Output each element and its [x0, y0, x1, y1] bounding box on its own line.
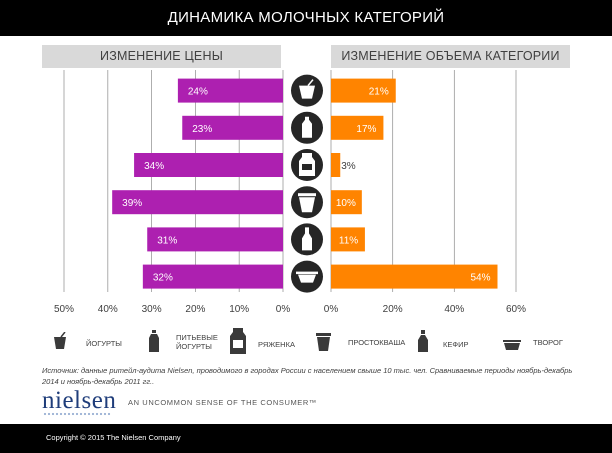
price-value-label: 34% — [144, 161, 164, 172]
tvorog-tub-icon — [503, 340, 521, 350]
legend-label: ТВОРОГ — [533, 338, 563, 347]
price-bar — [182, 115, 283, 140]
volume-section-label: ИЗМЕНЕНИЕ ОБЪЕМА КАТЕГОРИИ — [331, 45, 570, 68]
volume-tick-label: 60% — [506, 304, 526, 315]
price-tick-label: 10% — [229, 304, 249, 315]
price-tick-label: 50% — [54, 304, 74, 315]
price-bar — [134, 153, 283, 177]
prostokvasha-cup-icon — [316, 333, 331, 351]
ryazhenka-label-icon — [302, 164, 312, 170]
price-tick-label: 0% — [276, 304, 291, 315]
page-title: ДИНАМИКА МОЛОЧНЫХ КАТЕГОРИЙ — [0, 0, 612, 36]
price-bar — [177, 78, 283, 103]
price-tick-label: 40% — [98, 304, 118, 315]
volume-value-label: 21% — [369, 87, 389, 98]
price-bar — [112, 190, 284, 215]
yogurt-cup-icon — [299, 85, 315, 99]
tvorog-tub-icon — [298, 274, 316, 283]
kefir-bottle-icon — [302, 227, 312, 251]
volume-tick-label: 20% — [383, 304, 403, 315]
tvorog-lid-icon — [296, 271, 318, 275]
volume-value-label: 3% — [341, 161, 356, 172]
drinking-yogurt-bottle-icon — [302, 116, 312, 138]
price-tick-label: 30% — [142, 304, 162, 315]
footer: Copyright © 2015 The Nielsen Company — [0, 424, 612, 453]
tagline: AN UNCOMMON SENSE OF THE CONSUMER™ — [128, 398, 318, 407]
price-value-label: 31% — [157, 235, 177, 246]
legend-label: КЕФИР — [443, 340, 469, 349]
volume-bar — [331, 78, 396, 103]
source-note: Источник: данные ритейл-аудита Nielsen, … — [42, 366, 573, 386]
copyright: Copyright © 2015 The Nielsen Company — [46, 433, 181, 442]
price-value-label: 23% — [192, 124, 212, 135]
volume-bar — [331, 264, 498, 289]
ryazhenka-carton-icon — [230, 328, 246, 354]
yogurt-spoon-icon — [307, 79, 314, 87]
legend-label: РЯЖЕНКА — [258, 340, 295, 349]
drinking-yogurt-bottle-icon — [149, 330, 159, 352]
volume-value-label: 17% — [356, 124, 376, 135]
price-bar — [147, 227, 283, 252]
kefir-bottle-icon — [418, 330, 428, 352]
price-tick-label: 20% — [185, 304, 205, 315]
price-value-label: 32% — [153, 273, 173, 284]
volume-tick-label: 0% — [324, 304, 339, 315]
nielsen-logo: nielsen — [42, 387, 117, 414]
volume-bar — [331, 227, 365, 252]
yogurt-cup-icon — [54, 332, 66, 349]
volume-value-label: 10% — [336, 198, 356, 209]
volume-value-label: 54% — [470, 273, 490, 284]
volume-bar — [331, 190, 362, 215]
price-bar — [142, 264, 283, 289]
legend-label: ПИТЬЕВЫЕ ЙОГУРТЫ — [176, 333, 218, 351]
legend-label: ПРОСТОКВАША — [348, 338, 406, 347]
logo-dots — [43, 412, 111, 416]
price-section-label: ИЗМЕНЕНИЕ ЦЕНЫ — [42, 45, 281, 68]
dairy-chart: 50% 40% 30% 20% 10% 0% 0% 20% 40% 60% 24% 21% 23% 17%… — [54, 70, 526, 315]
volume-bar — [331, 153, 341, 177]
price-value-label: 39% — [122, 198, 142, 209]
volume-value-label: 11% — [339, 235, 358, 246]
volume-bar — [331, 115, 384, 140]
volume-tick-label: 40% — [444, 304, 464, 315]
price-value-label: 24% — [188, 87, 208, 98]
prostokvasha-lid-icon — [298, 193, 316, 197]
prostokvasha-cup-icon — [299, 197, 315, 213]
legend-label: ЙОГУРТЫ — [86, 339, 122, 348]
